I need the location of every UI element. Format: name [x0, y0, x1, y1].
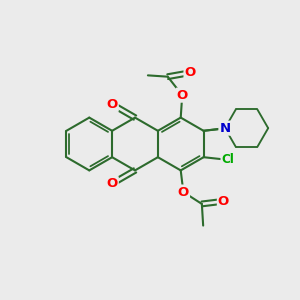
Text: O: O	[177, 89, 188, 102]
Text: N: N	[219, 122, 230, 135]
Text: O: O	[106, 98, 118, 111]
Text: O: O	[178, 185, 189, 199]
Text: O: O	[218, 195, 229, 208]
Text: Cl: Cl	[221, 153, 234, 166]
Text: O: O	[106, 177, 118, 190]
Text: O: O	[184, 66, 196, 79]
